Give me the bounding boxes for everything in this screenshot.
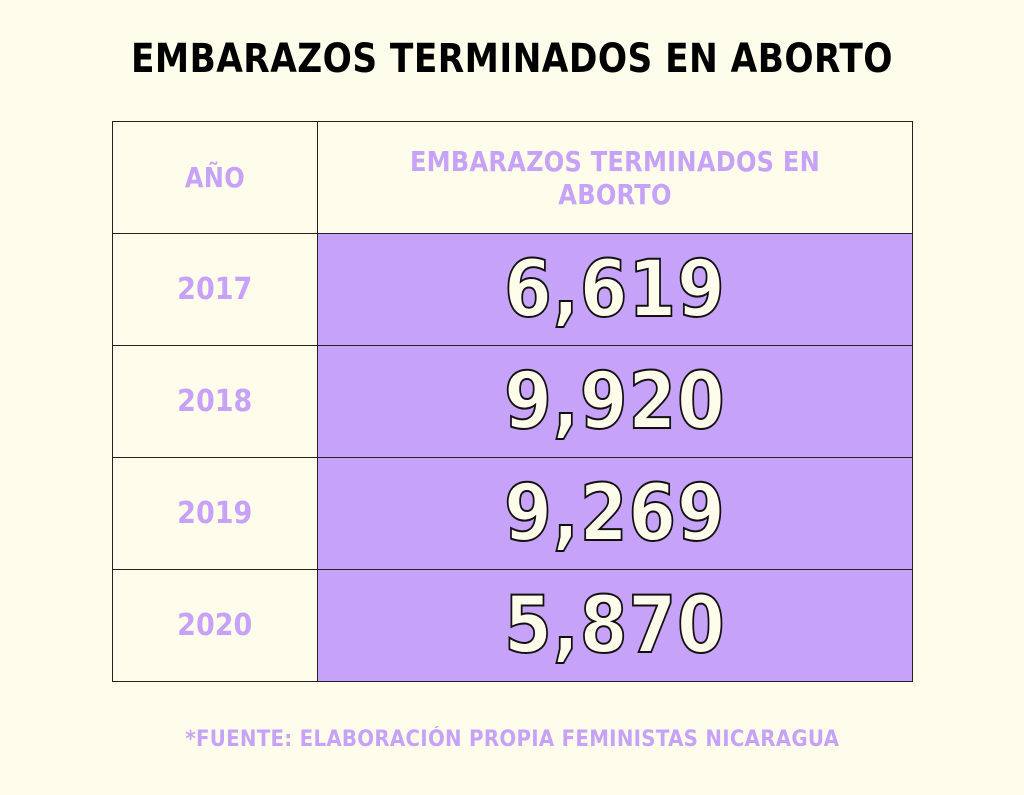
chart-title: EMBARAZOS TERMINADOS EN ABORTO: [131, 36, 893, 82]
year-cell: 2019: [112, 457, 318, 570]
data-table: AÑO EMBARAZOS TERMINADOS EN ABORTO 2017 …: [112, 121, 913, 682]
table-row: 2018 9,920: [112, 345, 913, 458]
value-cell: 9,920: [317, 345, 913, 458]
value-label: 5,870: [503, 580, 726, 672]
table-row: 2017 6,619: [112, 233, 913, 346]
source-note: *FUENTE: ELABORACIÓN PROPIA FEMINISTAS N…: [0, 727, 1024, 752]
value-label: 9,920: [503, 356, 726, 448]
value-cell: 5,870: [317, 569, 913, 682]
year-label: 2017: [177, 272, 253, 307]
column-header-year: AÑO: [112, 121, 318, 234]
value-cell: 9,269: [317, 457, 913, 570]
table-row: 2020 5,870: [112, 569, 913, 682]
value-label: 9,269: [503, 468, 726, 560]
column-header-year-label: AÑO: [184, 161, 246, 194]
table-row: 2019 9,269: [112, 457, 913, 570]
column-header-value: EMBARAZOS TERMINADOS EN ABORTO: [317, 121, 913, 234]
value-label: 6,619: [503, 244, 726, 336]
year-label: 2018: [177, 384, 253, 419]
column-header-value-label: EMBARAZOS TERMINADOS EN ABORTO: [409, 144, 821, 211]
source-note-text: *FUENTE: ELABORACIÓN PROPIA FEMINISTAS N…: [185, 727, 839, 752]
year-cell: 2017: [112, 233, 318, 346]
value-cell: 6,619: [317, 233, 913, 346]
year-label: 2020: [177, 608, 253, 643]
year-cell: 2020: [112, 569, 318, 682]
year-cell: 2018: [112, 345, 318, 458]
year-label: 2019: [177, 496, 253, 531]
table-header-row: AÑO EMBARAZOS TERMINADOS EN ABORTO: [112, 121, 913, 234]
